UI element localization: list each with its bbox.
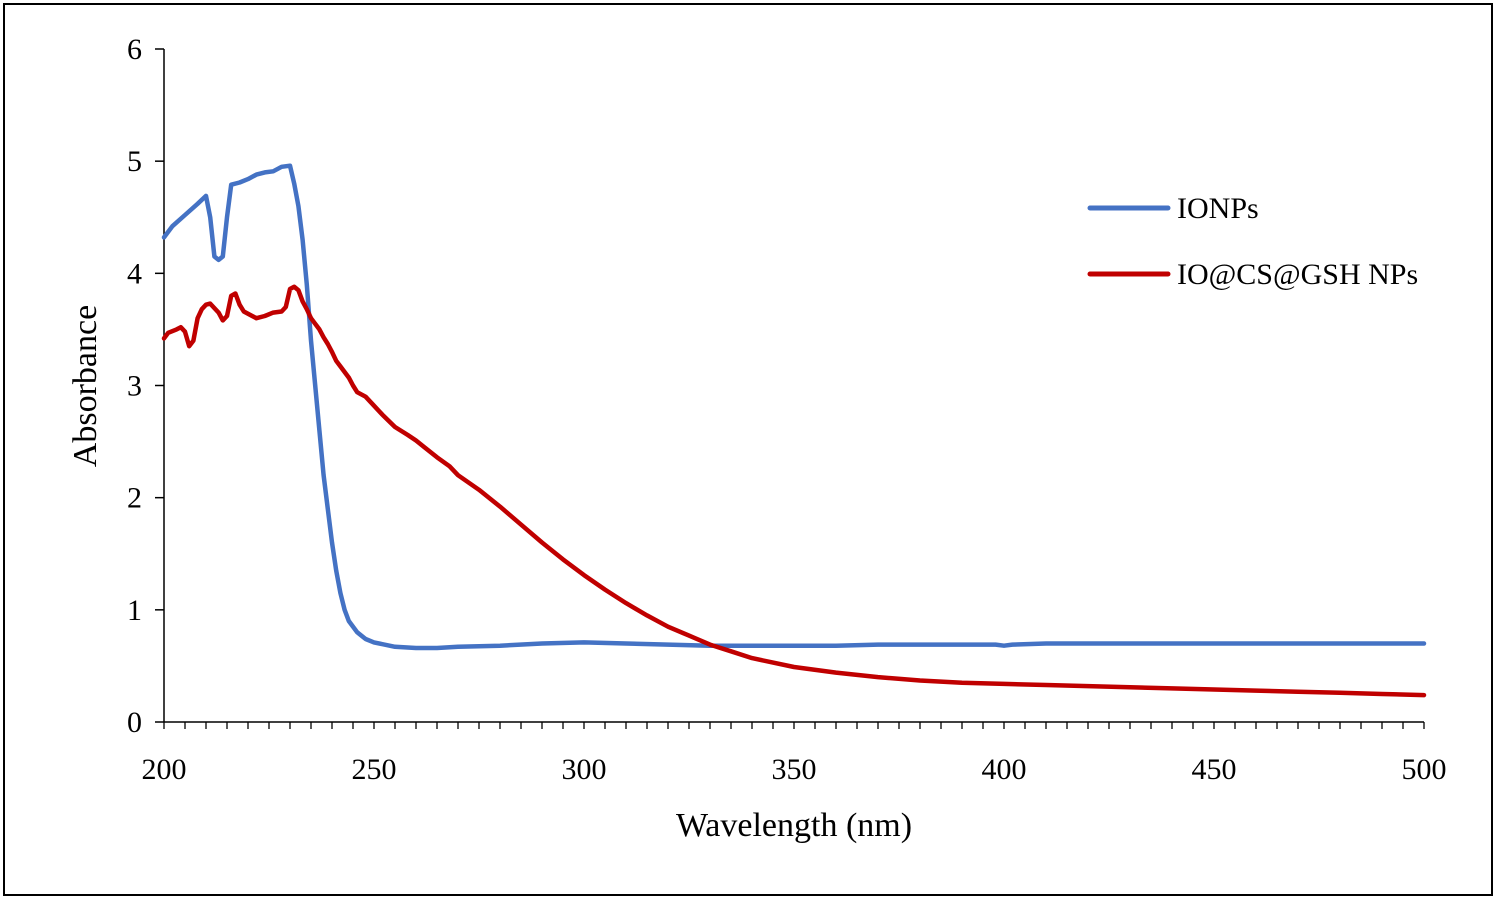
x-tick-label: 400 xyxy=(982,753,1027,786)
x-tick-label: 450 xyxy=(1192,753,1237,786)
x-tick-label: 500 xyxy=(1402,753,1447,786)
x-axis-title: Wavelength (nm) xyxy=(676,807,912,844)
legend-label: IO@CS@GSH NPs xyxy=(1177,258,1418,291)
y-tick-label: 3 xyxy=(127,370,142,403)
y-tick-label: 0 xyxy=(127,706,142,739)
series-layer xyxy=(161,163,1427,698)
chart-frame xyxy=(3,3,1493,896)
axes: 0 1 2 3 4 5 6 200 250 300 350 400 450 500 xyxy=(127,33,1447,786)
x-tick-label: 350 xyxy=(772,753,817,786)
y-tick-label: 4 xyxy=(127,257,142,290)
y-tick-label: 6 xyxy=(127,33,142,66)
legend: IONPs IO@CS@GSH NPs xyxy=(1087,192,1418,291)
series-line-ionps xyxy=(161,163,1427,651)
y-tick-label: 5 xyxy=(127,145,142,178)
x-tick-label: 300 xyxy=(562,753,607,786)
x-tick-label: 250 xyxy=(352,753,397,786)
x-tick-label: 200 xyxy=(142,753,187,786)
y-tick-label: 2 xyxy=(127,482,142,515)
series-line-io-cs-gsh-nps xyxy=(161,284,1427,698)
y-tick-label: 1 xyxy=(127,594,142,627)
y-axis-title: Absorbance xyxy=(67,305,104,467)
legend-label: IONPs xyxy=(1177,192,1259,225)
